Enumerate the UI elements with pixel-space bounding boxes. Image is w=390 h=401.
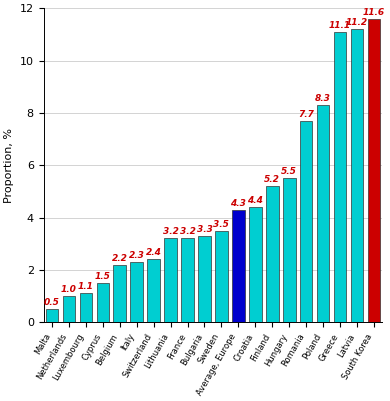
Text: 4.4: 4.4 xyxy=(247,196,263,205)
Text: 11.1: 11.1 xyxy=(329,20,351,30)
Bar xyxy=(249,207,262,322)
Bar xyxy=(80,294,92,322)
Bar xyxy=(232,210,245,322)
Text: 8.3: 8.3 xyxy=(315,94,331,103)
Text: 3.5: 3.5 xyxy=(213,219,229,229)
Bar xyxy=(96,283,109,322)
Text: 5.5: 5.5 xyxy=(281,167,297,176)
Text: 0.5: 0.5 xyxy=(44,298,60,307)
Text: 1.5: 1.5 xyxy=(95,272,111,281)
Bar xyxy=(181,239,194,322)
Bar xyxy=(283,178,296,322)
Text: 4.3: 4.3 xyxy=(230,198,246,208)
Text: 2.3: 2.3 xyxy=(129,251,145,260)
Text: 2.2: 2.2 xyxy=(112,253,128,263)
Bar xyxy=(198,236,211,322)
Bar xyxy=(333,32,346,322)
Text: 3.2: 3.2 xyxy=(180,227,195,236)
Bar xyxy=(317,105,330,322)
Text: 11.6: 11.6 xyxy=(363,8,385,16)
Text: 1.0: 1.0 xyxy=(61,285,77,294)
Bar xyxy=(63,296,75,322)
Bar xyxy=(113,265,126,322)
Text: 1.1: 1.1 xyxy=(78,282,94,291)
Text: 2.4: 2.4 xyxy=(146,248,161,257)
Bar xyxy=(300,121,312,322)
Bar xyxy=(46,309,58,322)
Text: 11.2: 11.2 xyxy=(346,18,368,27)
Text: 5.2: 5.2 xyxy=(264,175,280,184)
Bar xyxy=(266,186,278,322)
Bar xyxy=(147,259,160,322)
Text: 7.7: 7.7 xyxy=(298,109,314,119)
Y-axis label: Proportion, %: Proportion, % xyxy=(4,128,14,203)
Text: 3.2: 3.2 xyxy=(163,227,179,236)
Bar xyxy=(164,239,177,322)
Bar xyxy=(215,231,228,322)
Bar xyxy=(130,262,143,322)
Bar xyxy=(351,29,363,322)
Text: 3.3: 3.3 xyxy=(197,225,213,234)
Bar xyxy=(367,18,380,322)
